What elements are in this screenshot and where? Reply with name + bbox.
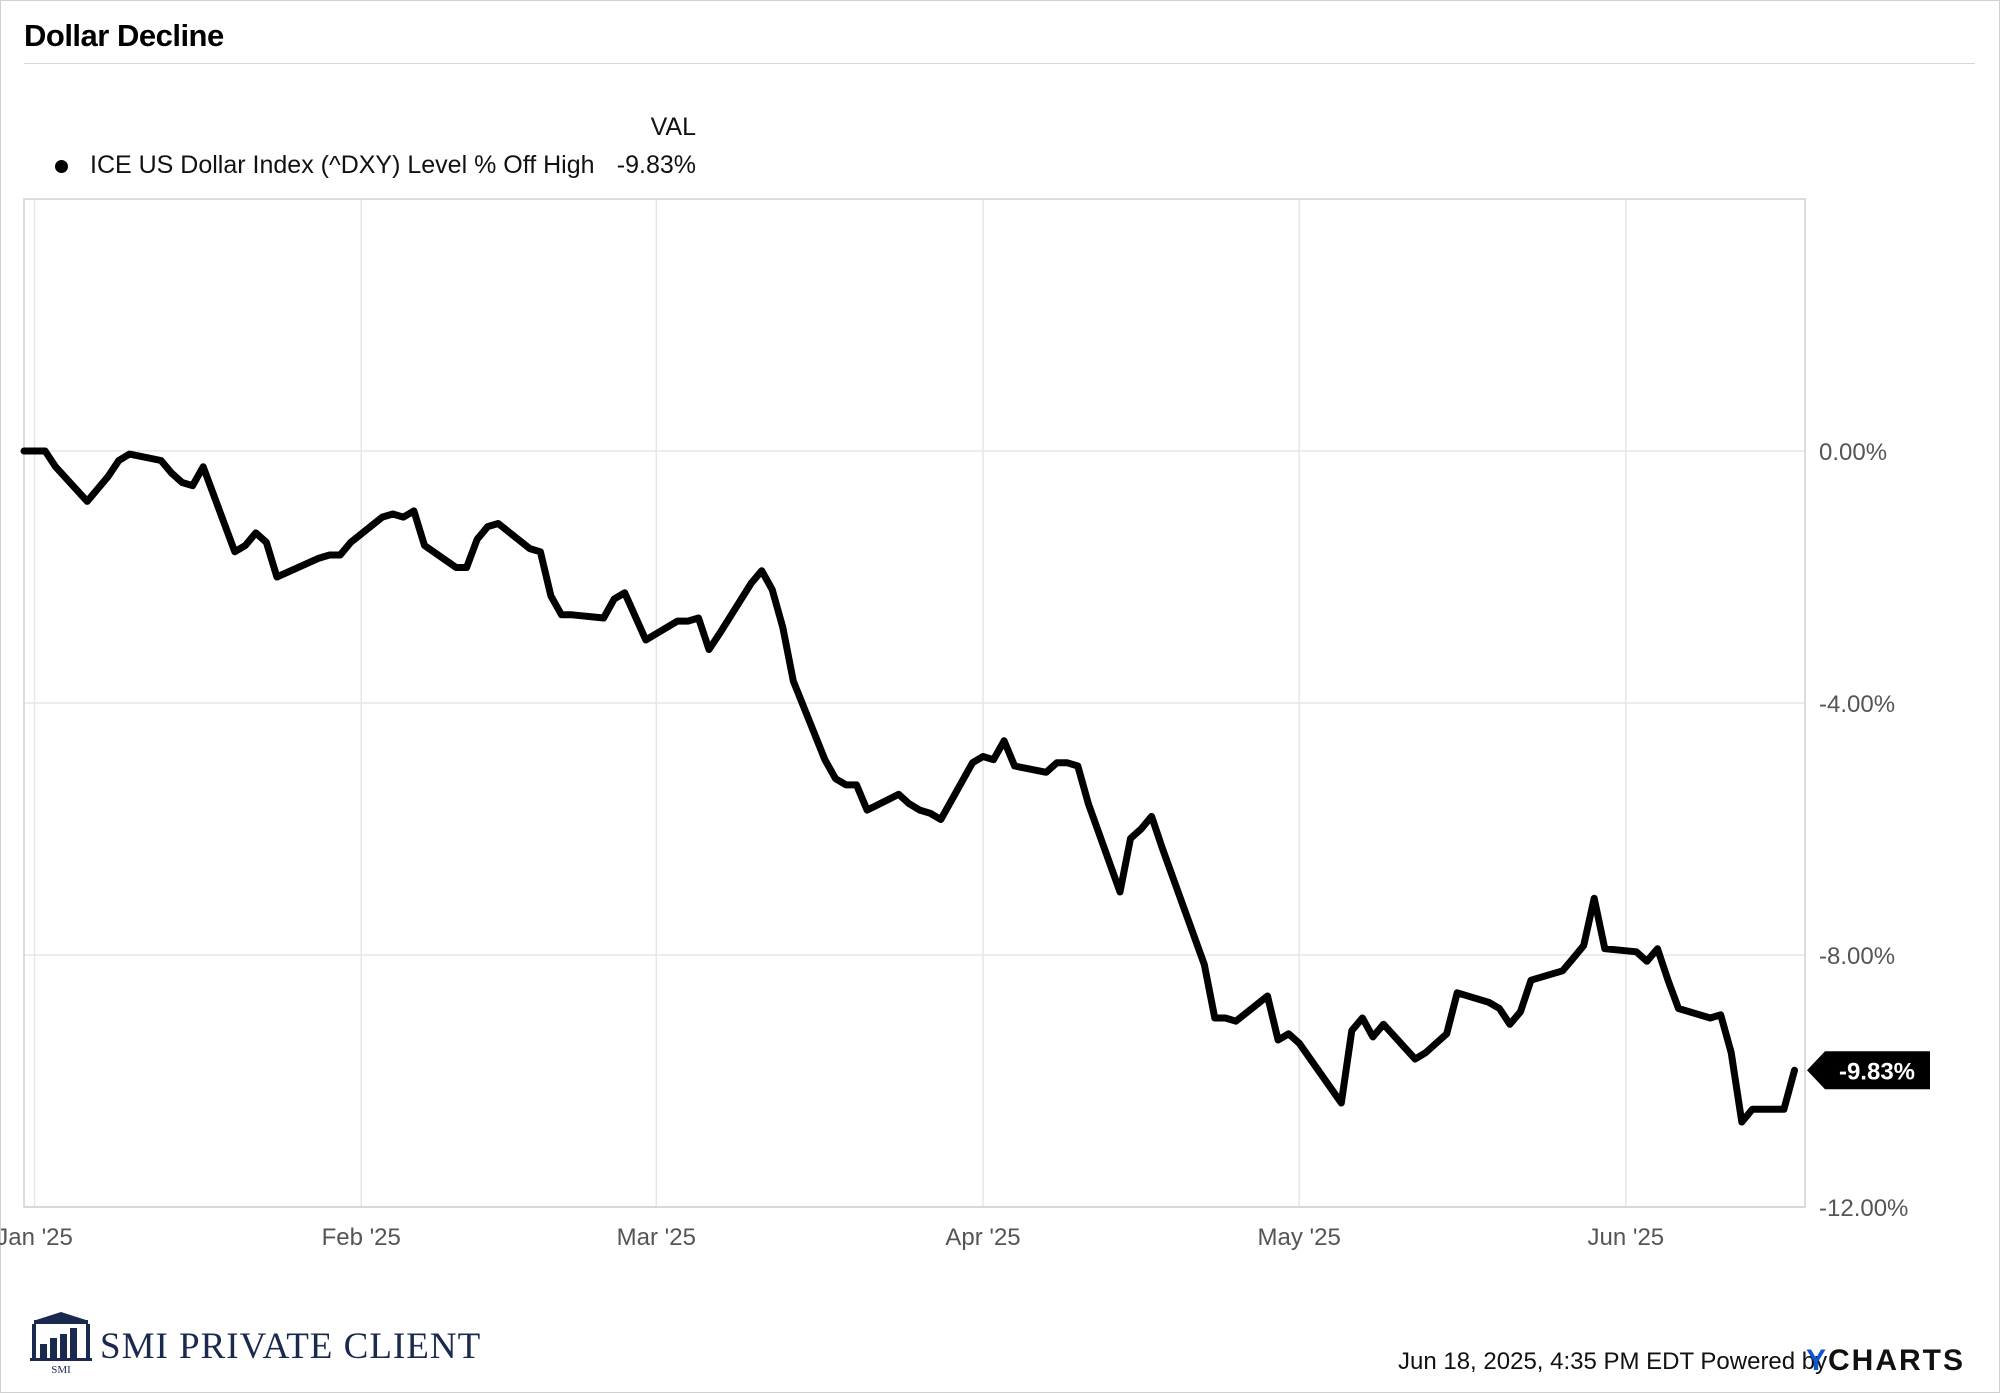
x-tick-label: Feb '25 [322,1224,401,1251]
title-divider [24,63,1975,64]
x-tick-label: Mar '25 [617,1224,696,1251]
y-tick-label: -12.00% [1819,1195,1908,1222]
timestamp-text: Jun 18, 2025, 4:35 PM EDT [1398,1348,1694,1375]
x-axis: Jan '25 Feb '25 Mar '25 Apr '25 May '25 Jun '… [0,1224,1664,1251]
plot-area-border [23,198,1806,1208]
x-tick-label: Jun '25 [1588,1224,1665,1251]
y-tick-label: -4.00% [1819,691,1895,718]
smi-logo-text: SMI [51,1364,71,1376]
chart-grid [24,199,1805,1208]
legend-series-value: -9.83% [616,151,696,179]
y-axis: 0.00% -4.00% -8.00% -12.00% [1819,439,1908,1222]
footer-timestamp: Jun 18, 2025, 4:35 PM EDT Powered by [1398,1348,1827,1376]
x-tick-label: May '25 [1258,1224,1341,1251]
brand-name: SMI PRIVATE CLIENT [100,1326,482,1367]
last-value-label: -9.83% [1839,1058,1915,1085]
page-title: Dollar Decline [24,18,224,53]
ycharts-logo-rest: CHARTS [1828,1344,1966,1377]
legend-value-header: VAL [650,113,696,141]
y-tick-label: -8.00% [1819,943,1895,970]
last-value-callout: -9.83% [1807,1051,1930,1090]
x-tick-label: Apr '25 [945,1224,1020,1251]
ycharts-logo-y: Y [1806,1344,1829,1377]
smi-logo-icon: SMI [28,1310,94,1381]
legend-series-name[interactable]: ICE US Dollar Index (^DXY) Level % Off H… [90,151,595,179]
ycharts-logo[interactable]: YCHARTS [1806,1344,1965,1378]
y-tick-label: 0.00% [1819,439,1887,466]
powered-by-text: Powered by [1700,1348,1828,1375]
x-tick-label: Jan '25 [0,1224,73,1251]
last-value-badge [1807,1051,1930,1090]
series-line-dxy[interactable] [20,447,1798,1126]
legend-series-dot-icon [55,160,68,173]
